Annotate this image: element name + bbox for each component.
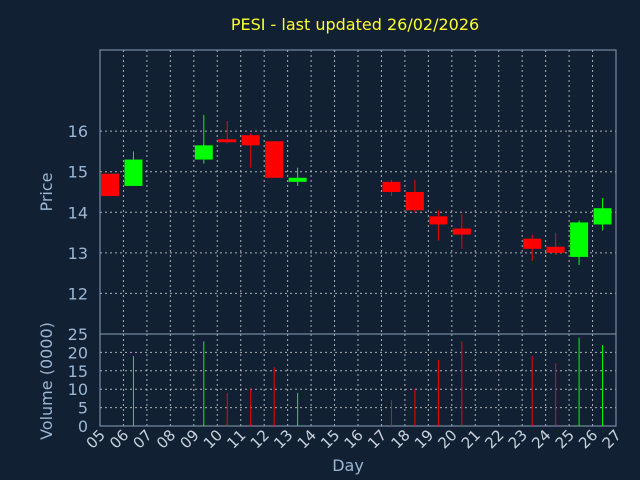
candle-body	[382, 181, 401, 192]
volume-tick-label: 15	[68, 362, 88, 381]
x-tick-label: 13	[270, 426, 296, 452]
x-axis-label: Day	[332, 456, 364, 475]
price-tick-label: 13	[68, 244, 88, 263]
x-tick-label: 24	[528, 426, 554, 452]
x-tick-label: 19	[411, 426, 437, 452]
x-axis: 0506070809101112131415161718192021222324…	[83, 426, 625, 452]
candle-body	[593, 208, 612, 225]
price-panel: 12 13 14 15 16	[68, 49, 617, 335]
volume-frame	[99, 333, 617, 427]
chart-title: PESI - last updated 26/02/2026	[231, 15, 479, 34]
x-tick-label: 21	[458, 426, 484, 452]
x-tick-label: 18	[388, 426, 414, 452]
candle-body	[523, 238, 542, 249]
volume-tick-label: 25	[68, 325, 88, 344]
candle-body	[194, 145, 213, 160]
candle-body	[124, 159, 143, 186]
candle-body	[546, 246, 565, 253]
volume-tick-label: 10	[68, 380, 88, 399]
x-tick-label: 09	[176, 426, 202, 452]
x-tick-label: 06	[106, 426, 132, 452]
x-tick-label: 15	[317, 426, 343, 452]
x-tick-label: 23	[505, 426, 531, 452]
x-tick-label: 11	[223, 426, 249, 452]
price-tick-label: 12	[68, 284, 88, 303]
volume-tick-label: 5	[78, 399, 88, 418]
x-tick-label: 25	[552, 426, 578, 452]
x-tick-label: 07	[130, 426, 156, 452]
candle-body	[101, 173, 119, 197]
volume-axis-label: Volume (0000)	[37, 322, 56, 440]
candle-body	[241, 135, 260, 146]
candle-body	[288, 177, 307, 182]
x-tick-label: 08	[153, 426, 179, 452]
x-tick-label: 22	[481, 426, 507, 452]
x-tick-label: 17	[364, 426, 390, 452]
candle-body	[570, 222, 589, 257]
candle-body	[452, 228, 471, 235]
candle-body	[429, 216, 448, 225]
x-tick-label: 12	[247, 426, 273, 452]
candle-body	[218, 139, 237, 143]
volume-tick-label: 20	[68, 343, 88, 362]
price-tick-label: 16	[68, 122, 88, 141]
volume-tick-label: 0	[78, 417, 88, 436]
x-tick-label: 16	[341, 426, 367, 452]
x-tick-label: 20	[434, 426, 460, 452]
candle-body	[265, 141, 284, 178]
x-tick-label: 27	[599, 426, 625, 452]
x-tick-label: 14	[294, 426, 320, 452]
x-tick-label: 26	[575, 426, 601, 452]
price-tick-label: 15	[68, 163, 88, 182]
price-axis-label: Price	[37, 172, 56, 211]
x-tick-label: 10	[200, 426, 226, 452]
price-tick-label: 14	[68, 203, 88, 222]
candle-body	[405, 192, 424, 211]
